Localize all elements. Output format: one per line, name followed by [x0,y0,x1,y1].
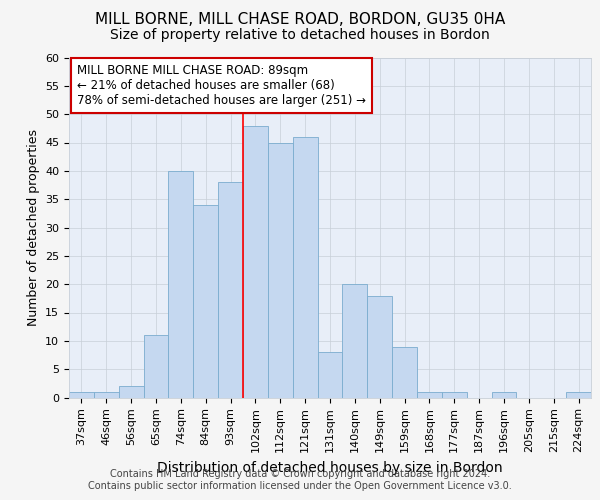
Y-axis label: Number of detached properties: Number of detached properties [26,129,40,326]
Bar [268,142,293,398]
Bar [293,137,317,398]
Bar [243,126,268,398]
Bar [143,335,169,398]
X-axis label: Distribution of detached houses by size in Bordon: Distribution of detached houses by size … [157,460,503,474]
Bar [218,182,243,398]
Bar [119,386,143,398]
Bar [367,296,392,398]
Text: Contains HM Land Registry data © Crown copyright and database right 2024.
Contai: Contains HM Land Registry data © Crown c… [88,470,512,491]
Text: MILL BORNE MILL CHASE ROAD: 89sqm
← 21% of detached houses are smaller (68)
78% : MILL BORNE MILL CHASE ROAD: 89sqm ← 21% … [77,64,366,108]
Bar [417,392,442,398]
Bar [94,392,119,398]
Bar [193,205,218,398]
Bar [566,392,591,398]
Text: Size of property relative to detached houses in Bordon: Size of property relative to detached ho… [110,28,490,42]
Bar [442,392,467,398]
Bar [169,171,193,398]
Bar [392,346,417,398]
Text: MILL BORNE, MILL CHASE ROAD, BORDON, GU35 0HA: MILL BORNE, MILL CHASE ROAD, BORDON, GU3… [95,12,505,28]
Bar [343,284,367,398]
Bar [69,392,94,398]
Bar [317,352,343,398]
Bar [491,392,517,398]
